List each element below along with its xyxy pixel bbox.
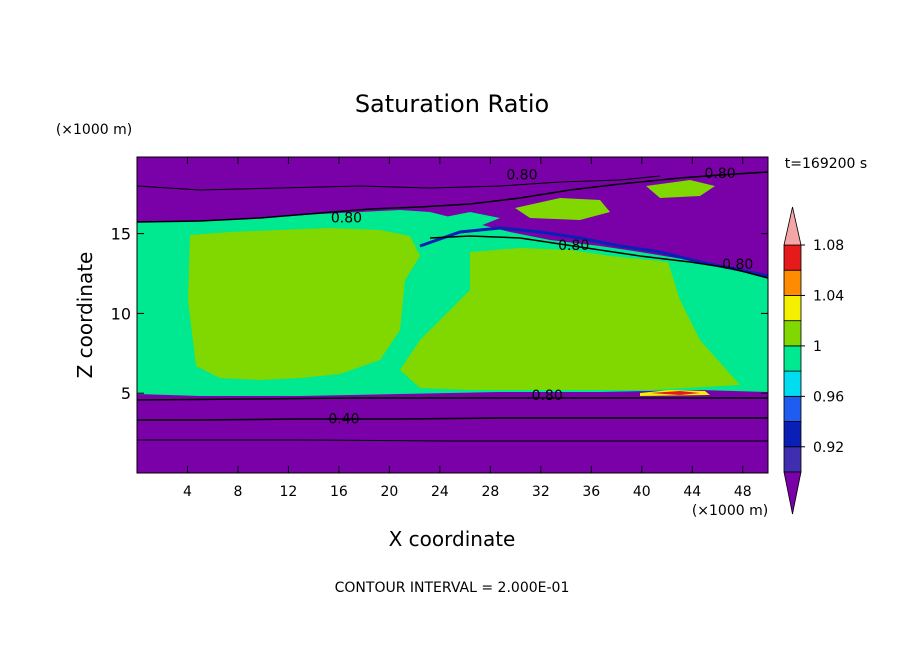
- colorbar-swatch: [783, 244, 802, 271]
- contour-label: 0.80: [722, 257, 753, 273]
- supersaturated-streak-core: [650, 391, 700, 395]
- colorbar-swatch: [783, 320, 802, 347]
- colorbar-swatch: [783, 269, 802, 296]
- x-axis-label: X coordinate: [389, 527, 516, 551]
- colorbar-tick-label: 1: [813, 339, 822, 355]
- colorbar-tick-label: 1.08: [813, 238, 844, 254]
- contour-label: 0.80: [704, 166, 735, 182]
- x-tick-label: 8: [233, 484, 242, 500]
- colorbar-swatch: [783, 446, 802, 473]
- contour-line-0-80-upper: [137, 171, 768, 223]
- colorbar-swatch: [783, 370, 802, 397]
- contour-line-0-80-lower: [137, 397, 768, 401]
- colorbar-extend-max: [783, 206, 802, 246]
- colorbar-swatch: [783, 295, 802, 322]
- x-tick-label: 24: [431, 484, 449, 500]
- plot-frame: [136, 156, 769, 474]
- contour-label: 0.80: [506, 168, 537, 184]
- colorbar-swatch: [783, 421, 802, 448]
- x-tick-label: 48: [734, 484, 752, 500]
- x-tick-label: 40: [633, 484, 651, 500]
- y-axis-label: Z coordinate: [73, 252, 97, 379]
- saturated-green-patch: [515, 198, 610, 220]
- saturated-green-patch-top: [646, 180, 715, 198]
- colorbar-tick-label: 0.96: [813, 389, 844, 405]
- x-tick-label: 12: [280, 484, 298, 500]
- y-tick-label: 15: [111, 225, 131, 244]
- saturated-band-green-right: [400, 248, 740, 390]
- chart-title: Saturation Ratio: [355, 90, 549, 118]
- y-tick-label: 5: [121, 384, 131, 403]
- x-tick-label: 4: [183, 484, 192, 500]
- x-tick-label: 16: [330, 484, 348, 500]
- contour-label: 0.80: [331, 211, 362, 227]
- x-axis-ticks: 4 8 12 16 20 24 28 32 36 40 44 48: [183, 157, 752, 500]
- colorbar: 0.92 0.96 1 1.04 1.08: [783, 206, 844, 515]
- saturated-band-green-left: [188, 228, 420, 380]
- saturated-cyan-patch-top: [440, 212, 500, 228]
- colorbar-extend-min: [783, 471, 802, 515]
- contour-line-top: [137, 175, 661, 191]
- colorbar-tick-label: 0.92: [813, 440, 844, 456]
- contour-labels: 0.80 0.80 0.80 0.80 0.80 0.80 0.40: [328, 166, 753, 428]
- contour-label: 0.80: [558, 238, 589, 254]
- contour-line-0-40: [137, 417, 768, 421]
- x-tick-label: 28: [481, 484, 499, 500]
- x-tick-label: 32: [532, 484, 550, 500]
- colorbar-swatch: [783, 395, 802, 422]
- saturation-field: [137, 157, 768, 473]
- x-unit-label: (×1000 m): [692, 503, 768, 519]
- x-tick-label: 36: [582, 484, 600, 500]
- colorbar-swatch: [783, 345, 802, 372]
- contour-interval-label: CONTOUR INTERVAL = 2.000E-01: [335, 580, 570, 596]
- contour-label: 0.80: [532, 388, 563, 404]
- time-label: t=169200 s: [785, 156, 867, 172]
- x-tick-label: 44: [683, 484, 701, 500]
- y-axis-ticks: 5 10 15: [111, 225, 768, 403]
- contour-line-0-80-mid: [429, 235, 768, 279]
- x-tick-label: 20: [380, 484, 398, 500]
- colorbar-tick-label: 1.04: [813, 288, 844, 304]
- y-tick-label: 10: [111, 304, 131, 323]
- y-unit-label: (×1000 m): [56, 122, 132, 138]
- contour-label: 0.40: [328, 412, 359, 428]
- contour-line-low: [137, 439, 768, 442]
